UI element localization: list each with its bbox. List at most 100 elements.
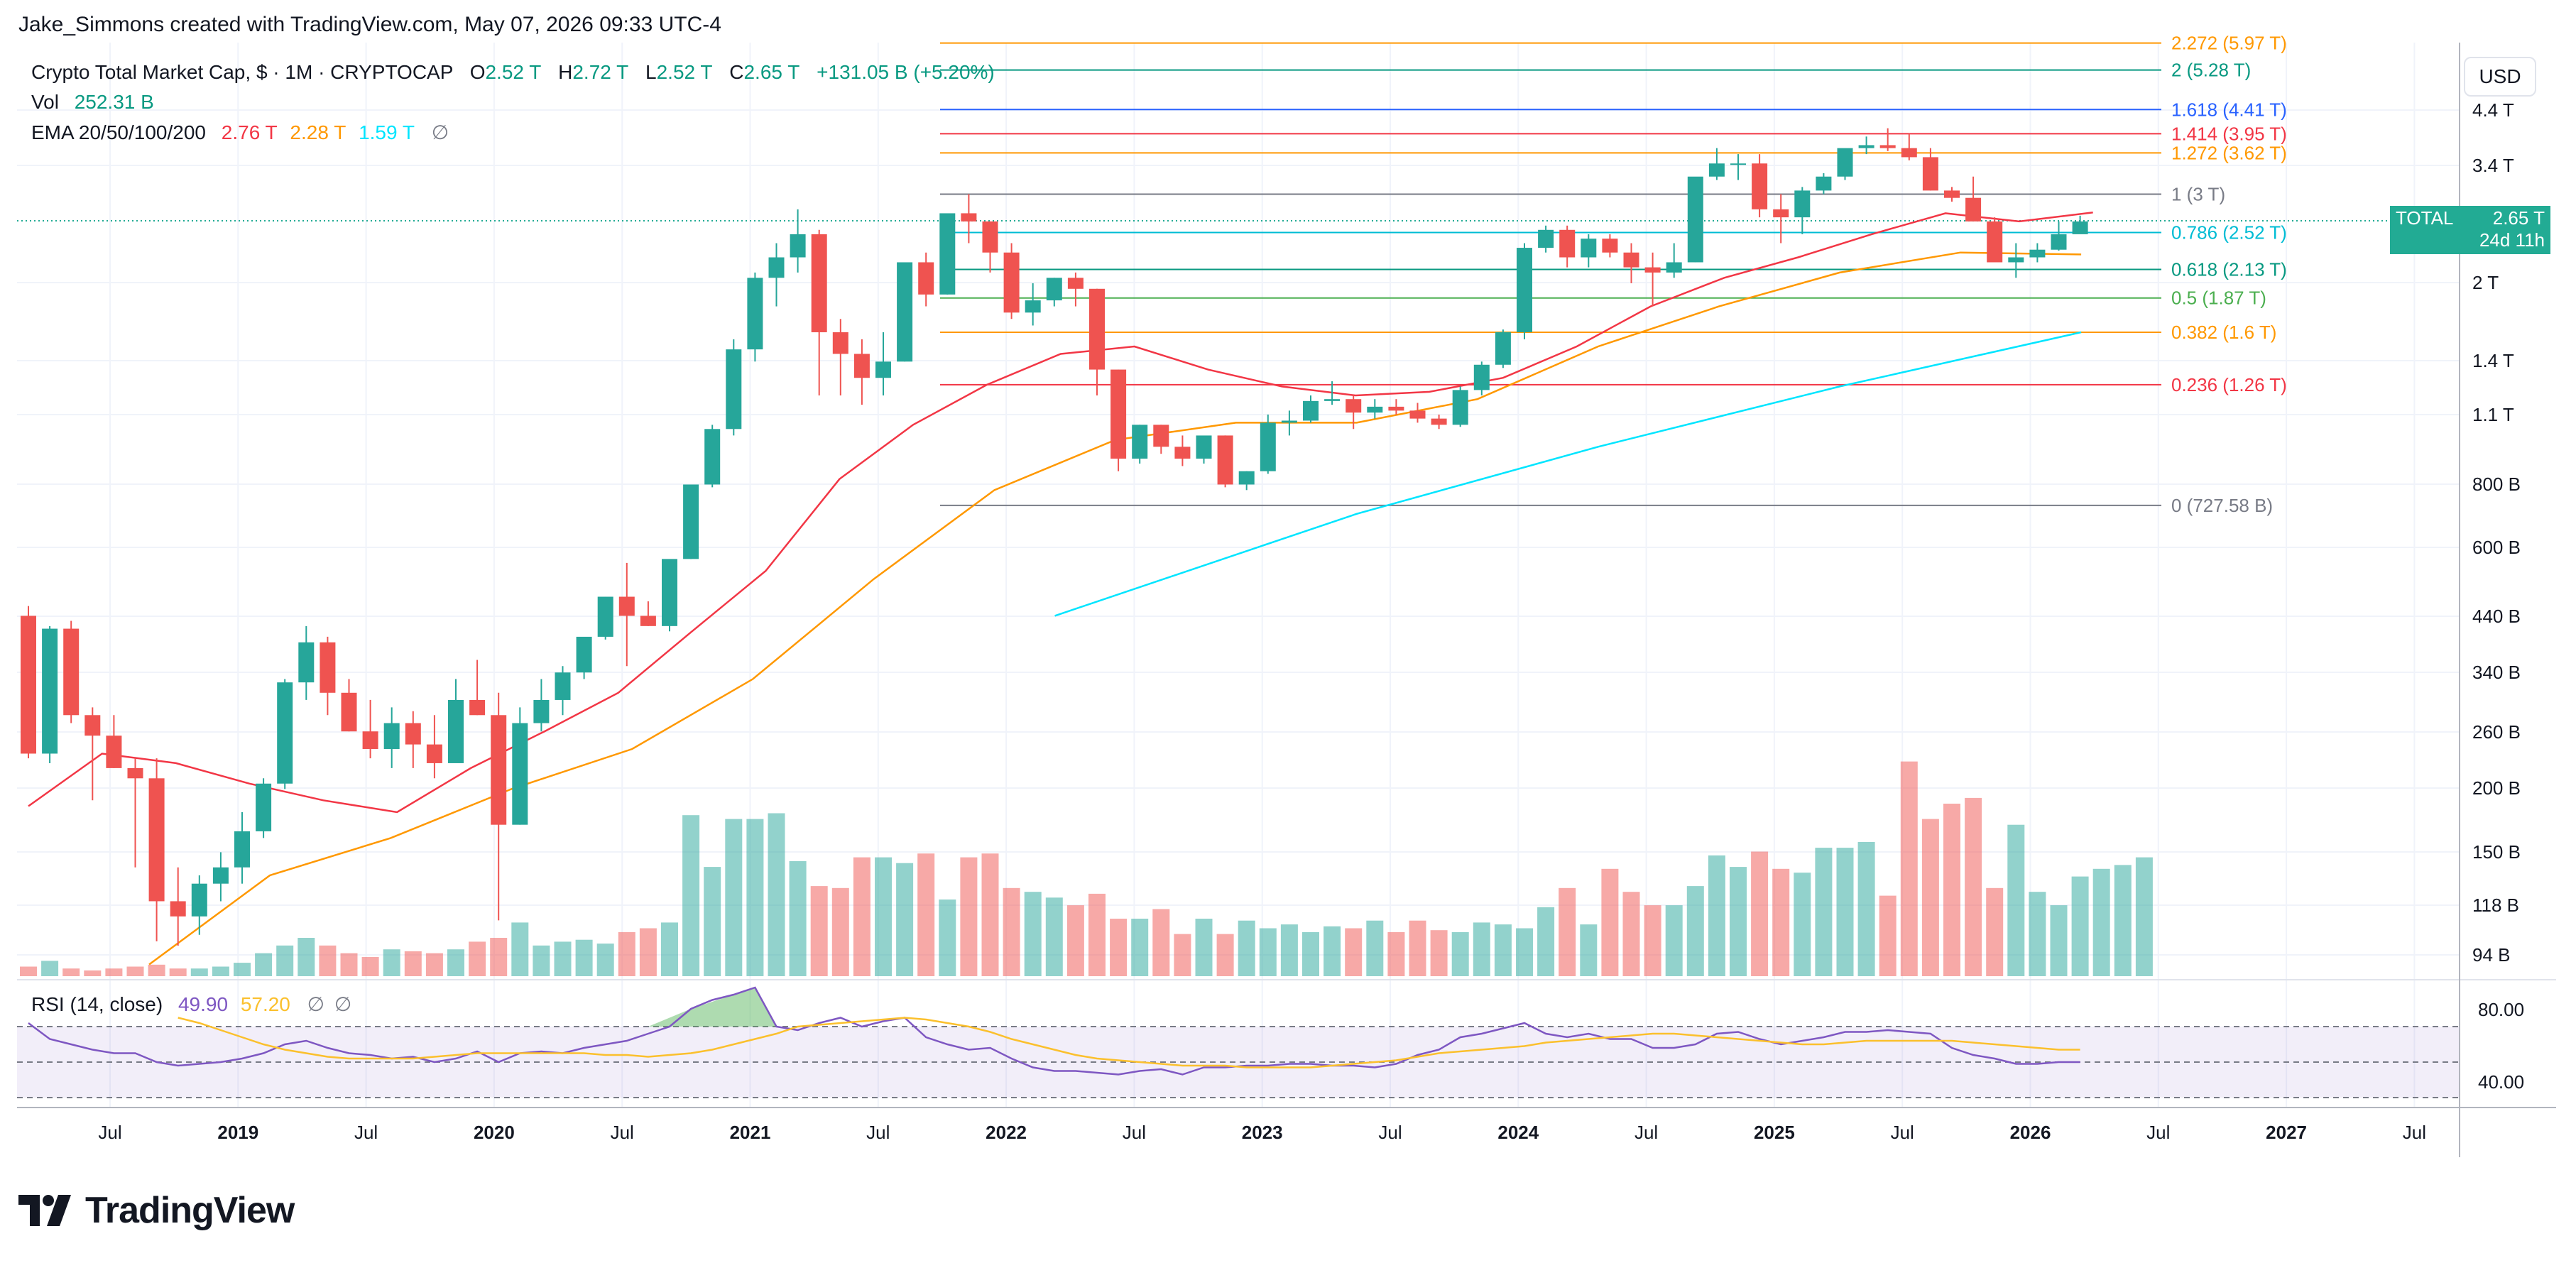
volume-bar: [62, 968, 80, 976]
volume-bar: [1708, 855, 1725, 976]
volume-bar: [875, 857, 892, 976]
candle-body: [1217, 435, 1233, 485]
rsi-lines: [28, 986, 2080, 1076]
ema50-value: 2.28 T: [290, 121, 346, 143]
candle-body: [1473, 364, 1490, 390]
candle-body: [1367, 406, 1383, 413]
volume-bar: [2114, 865, 2132, 976]
rsi-legend[interactable]: RSI (14, close) 49.90 57.20 ∅ ∅: [31, 993, 351, 1016]
time-tick-label: 2019: [217, 1122, 258, 1143]
candle-body: [1773, 209, 1789, 218]
volume-bar: [704, 867, 721, 976]
time-tick-label: Jul: [2146, 1122, 2170, 1143]
volume-bar: [148, 964, 165, 976]
volume-bar: [746, 819, 764, 976]
fibonacci-retracement[interactable]: 2.272 (5.97 T) 2 (5.28 T) 1.618 (4.41 T) 1.…: [17, 33, 2460, 516]
candle-body: [383, 723, 400, 749]
candle-body: [1517, 248, 1532, 332]
hidden-icon[interactable]: ∅: [307, 993, 325, 1015]
candle-body: [1879, 145, 1896, 148]
price-tick-label: 3.4 T: [2472, 155, 2514, 176]
candle-body: [576, 636, 592, 673]
volume-bar: [1024, 892, 1042, 976]
currency-button[interactable]: USD: [2464, 57, 2536, 97]
candle-body: [832, 332, 848, 354]
volume-bar: [1836, 848, 1854, 976]
candle-body: [918, 262, 934, 295]
price-axis[interactable]: 4.4 T 3.4 T 2 T 1.4 T 1.1 T 800 B 600 B 440 B 34…: [2459, 43, 2524, 1157]
volume-bar: [1537, 907, 1555, 976]
volume-bar: [41, 961, 59, 976]
volume-bar: [1815, 848, 1833, 976]
volume-bar: [1559, 887, 1576, 976]
volume-bar: [1387, 931, 1405, 976]
volume-bar: [1857, 842, 1875, 976]
rsi-ma-value: 57.20: [240, 993, 290, 1015]
ema20-value: 2.76 T: [221, 121, 278, 143]
volume-bar: [768, 813, 785, 976]
volume-bar: [2029, 892, 2046, 976]
volume-bar: [2007, 824, 2025, 976]
volume-bar: [1516, 928, 1533, 976]
candle-body: [448, 699, 464, 763]
candle-body: [42, 628, 58, 754]
volume-bar: [404, 951, 422, 976]
candle-body: [683, 484, 699, 559]
volume-bar: [490, 938, 508, 976]
candle-body: [1965, 197, 1982, 222]
candle-body: [1602, 239, 1618, 253]
symbol-legend[interactable]: Crypto Total Market Cap, $ · 1M · CRYPTO…: [31, 61, 1006, 84]
volume-bar: [20, 966, 37, 976]
time-tick-label: 2027: [2266, 1122, 2307, 1143]
candle-body: [2051, 234, 2067, 250]
volume-bar: [169, 968, 187, 976]
volume-bar: [1601, 868, 1619, 976]
volume-bar: [554, 941, 572, 976]
candle-body: [1281, 420, 1297, 423]
time-tick-label: Jul: [98, 1122, 121, 1143]
candle-body: [191, 883, 207, 917]
time-tick-label: 2025: [1754, 1122, 1795, 1143]
volume-bar: [1751, 851, 1769, 976]
candle-body: [1708, 163, 1725, 177]
volume-legend[interactable]: Vol 252.31 B: [31, 91, 154, 114]
volume-bar: [789, 861, 807, 976]
candle-body: [1174, 447, 1191, 459]
candle-body: [704, 429, 721, 485]
candle-body: [1858, 145, 1874, 148]
volume-bar: [1409, 920, 1426, 976]
volume-bar: [1665, 905, 1683, 976]
candle-body: [256, 783, 272, 831]
price-tick-label: 440 B: [2472, 606, 2521, 627]
time-axis[interactable]: Jul 2019 Jul 2020 Jul 2021 Jul 2022 Jul 2023 Jul 20…: [17, 1107, 2556, 1143]
candle-body: [1452, 390, 1468, 425]
ema20-line: [28, 212, 2093, 814]
candle-body: [1110, 369, 1127, 459]
symbol-name[interactable]: Crypto Total Market Cap, $ · 1M · CRYPTO…: [31, 61, 453, 83]
volume-bars: [20, 761, 2153, 976]
time-tick-label: Jul: [354, 1122, 378, 1143]
ema-legend[interactable]: EMA 20/50/100/200 2.76 T 2.28 T 1.59 T ∅: [31, 121, 449, 144]
hidden-icon[interactable]: ∅: [431, 121, 449, 143]
volume-bar: [298, 938, 315, 976]
candle-body: [939, 213, 956, 295]
candle-body: [1495, 332, 1511, 365]
brand-logo[interactable]: TradingView: [18, 1186, 295, 1235]
candle-body: [982, 221, 998, 253]
volume-bar: [639, 928, 657, 976]
hidden-icon[interactable]: ∅: [334, 993, 352, 1015]
ema-label: EMA 20/50/100/200: [31, 121, 206, 143]
rsi-tick-label: 40.00: [2478, 1071, 2524, 1093]
volume-bar: [596, 944, 614, 976]
candle-body: [662, 559, 677, 626]
candle-body: [1303, 400, 1319, 421]
volume-bar: [1900, 761, 1918, 976]
time-tick-label: 2021: [730, 1122, 771, 1143]
candle-body: [875, 361, 891, 378]
candle-body: [2029, 249, 2046, 258]
candles: [21, 128, 2088, 946]
time-tick-label: Jul: [611, 1122, 634, 1143]
candle-body: [790, 234, 806, 258]
volume-bar: [234, 963, 251, 976]
